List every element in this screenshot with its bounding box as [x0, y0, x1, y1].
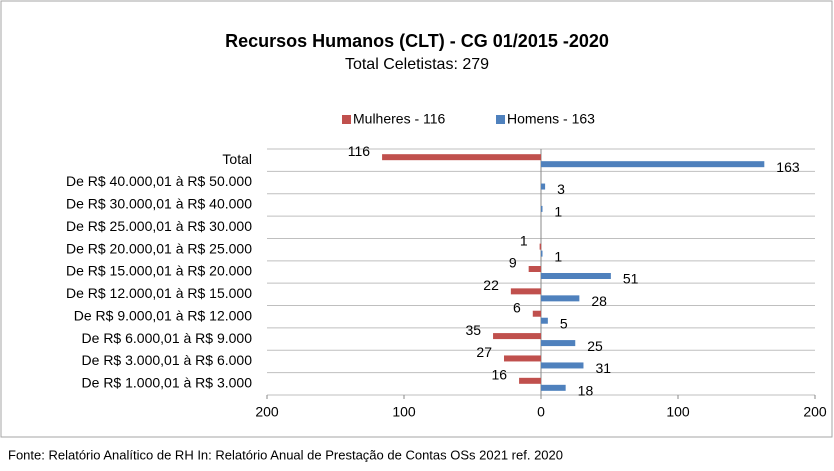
legend-swatch: [342, 115, 351, 124]
data-label: 28: [591, 293, 607, 309]
bar: [541, 295, 580, 302]
chart-frame: [0, 0, 833, 438]
bar: [541, 250, 543, 257]
bar: [541, 273, 611, 279]
x-tick-label: 100: [392, 404, 416, 420]
y-tick-label: De R$ 3.000,01 à R$ 6.000: [82, 352, 253, 368]
bar: [493, 333, 541, 340]
bar: [541, 183, 546, 190]
data-label: 1: [554, 248, 562, 264]
bar: [541, 205, 543, 212]
y-tick-label: De R$ 30.000,01 à R$ 40.000: [66, 196, 252, 212]
data-label: 3: [557, 181, 565, 197]
bar: [510, 288, 541, 295]
data-label: 22: [483, 277, 499, 293]
y-tick-label: De R$ 25.000,01 à R$ 30.000: [66, 218, 252, 234]
bar: [382, 154, 541, 161]
legend-label: Homens - 163: [507, 111, 595, 127]
data-label: 1: [520, 232, 528, 248]
x-tick-label: 200: [255, 404, 279, 420]
y-tick-label: De R$ 1.000,01 à R$ 3.000: [82, 375, 253, 391]
data-label: 163: [776, 159, 800, 175]
data-label: 35: [465, 322, 481, 338]
x-tick-label: 100: [666, 404, 690, 420]
bar: [539, 243, 542, 250]
bar: [541, 362, 584, 369]
data-label: 6: [513, 299, 521, 315]
legend-label: Mulheres - 116: [353, 111, 446, 127]
bar: [541, 161, 765, 168]
y-tick-label: De R$ 6.000,01 à R$ 9.000: [82, 330, 253, 346]
x-tick-label: 0: [537, 404, 545, 420]
y-tick-label: Total: [222, 151, 252, 167]
bar: [541, 384, 566, 391]
bar: [541, 317, 548, 324]
data-label: 5: [560, 315, 568, 331]
data-label: 31: [595, 360, 611, 376]
bar: [504, 355, 541, 362]
legend-swatch: [496, 115, 505, 124]
data-label: 25: [587, 338, 603, 354]
data-label: 27: [476, 344, 492, 360]
x-tick-label: 200: [803, 404, 827, 420]
source-note: Fonte: Relatório Analítico de RH In: Rel…: [8, 447, 563, 462]
y-tick-label: De R$ 9.000,01 à R$ 12.000: [74, 307, 252, 323]
data-label: 16: [492, 367, 508, 383]
y-tick-label: De R$ 20.000,01 à R$ 25.000: [66, 240, 252, 256]
bar: [528, 266, 541, 272]
data-label: 51: [623, 271, 639, 287]
data-label: 116: [348, 143, 371, 159]
data-label: 1: [554, 204, 562, 220]
y-tick-label: De R$ 12.000,01 à R$ 15.000: [66, 285, 252, 301]
y-tick-label: De R$ 15.000,01 à R$ 20.000: [66, 263, 252, 279]
y-tick-label: De R$ 40.000,01 à R$ 50.000: [66, 173, 252, 189]
bar: [541, 340, 576, 347]
data-label: 9: [509, 255, 517, 271]
bar: [519, 377, 541, 384]
chart-title: Recursos Humanos (CLT) - CG 01/2015 -202…: [225, 31, 609, 51]
chart-subtitle: Total Celetistas: 279: [345, 56, 489, 73]
bar: [532, 310, 541, 317]
data-label: 18: [578, 383, 594, 399]
